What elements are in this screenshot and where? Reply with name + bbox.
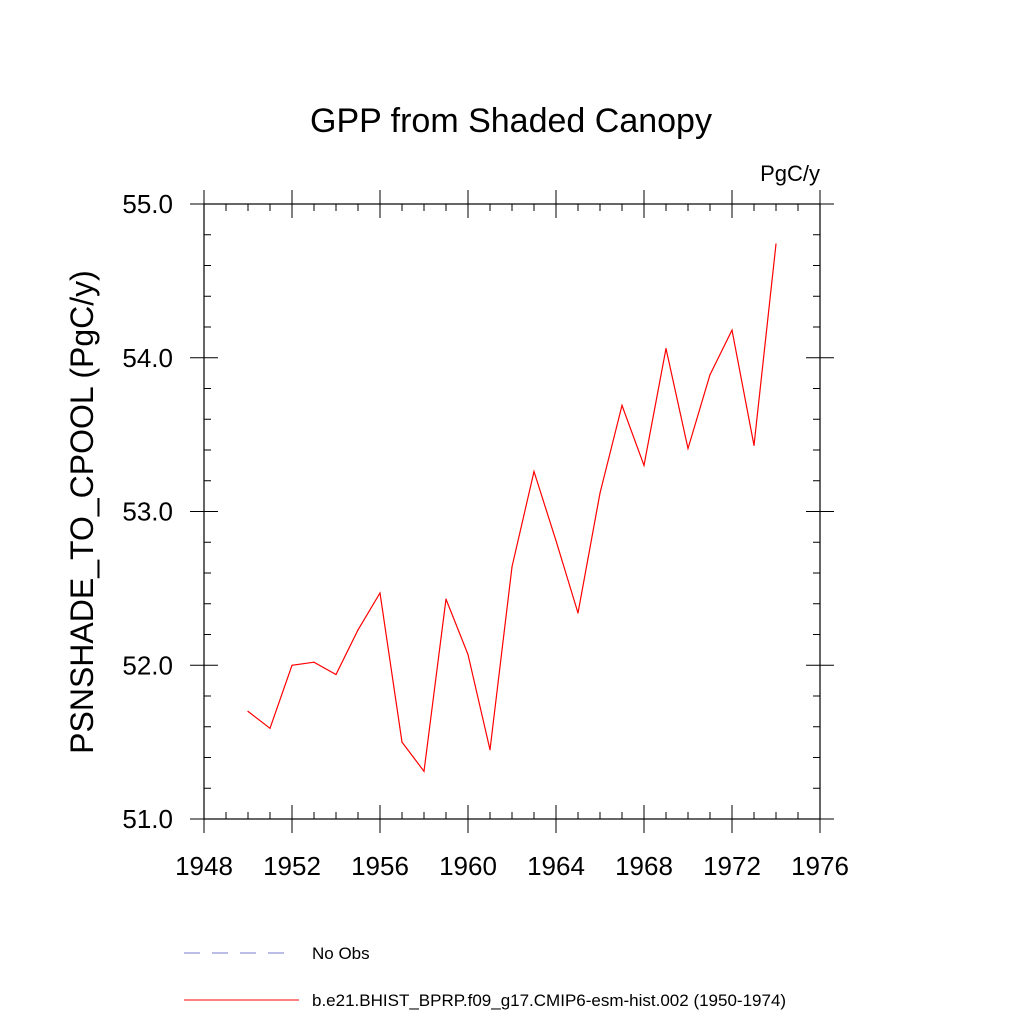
y-tick-label: 52.0 [122,650,173,680]
x-tick-label: 1976 [791,851,849,881]
series-layer [247,243,777,773]
data-point [555,540,557,542]
legend-label-model: b.e21.BHIST_BPRP.f09_g17.CMIP6-esm-hist.… [312,991,786,1010]
data-point [577,612,579,614]
y-tick-label: 55.0 [122,189,173,219]
data-point [753,444,755,446]
data-point [533,470,535,473]
data-point [511,566,513,568]
plot-frame [203,203,821,820]
data-point [599,492,601,494]
y-tick-label: 54.0 [122,343,173,373]
x-tick-label: 1948 [175,851,233,881]
chart-title: GPP from Shaded Canopy [310,102,712,140]
units-label: PgC/y [760,161,820,186]
series-line [247,243,777,773]
data-point [731,329,733,331]
x-tick-label: 1952 [263,851,321,881]
data-point [247,710,249,713]
data-point [687,447,689,450]
legend: No Obs b.e21.BHIST_BPRP.f09_g17.CMIP6-es… [184,944,786,1010]
x-tick-label: 1956 [351,851,409,881]
y-tick-labels: 51.0 52.0 53.0 54.0 55.0 [122,189,173,834]
x-tick-label: 1964 [527,851,585,881]
legend-label-no-obs: No Obs [312,944,370,963]
data-point [401,741,403,743]
data-point [489,749,491,751]
data-point [291,664,293,666]
x-tick-labels: 1948 1952 1956 1960 1964 1968 1972 1976 [175,851,849,881]
data-point [445,598,447,600]
data-point [335,673,337,676]
data-point [379,592,381,594]
y-tick-label: 51.0 [122,804,173,834]
data-point [269,727,271,729]
y-axis-ticks [190,203,834,820]
data-point [643,464,645,466]
data-point [313,661,315,663]
x-tick-label: 1972 [703,851,761,881]
data-point [467,653,469,656]
data-point [357,629,359,631]
data-point [709,374,711,376]
y-tick-label: 53.0 [122,497,173,527]
data-point [775,243,777,245]
data-point [621,404,623,406]
x-tick-label: 1960 [439,851,497,881]
y-axis-label: PSNSHADE_TO_CPOOL (PgC/y) [64,270,100,754]
x-axis-ticks [203,190,821,833]
data-point [423,770,425,772]
data-point [665,347,667,350]
x-tick-label: 1968 [615,851,673,881]
